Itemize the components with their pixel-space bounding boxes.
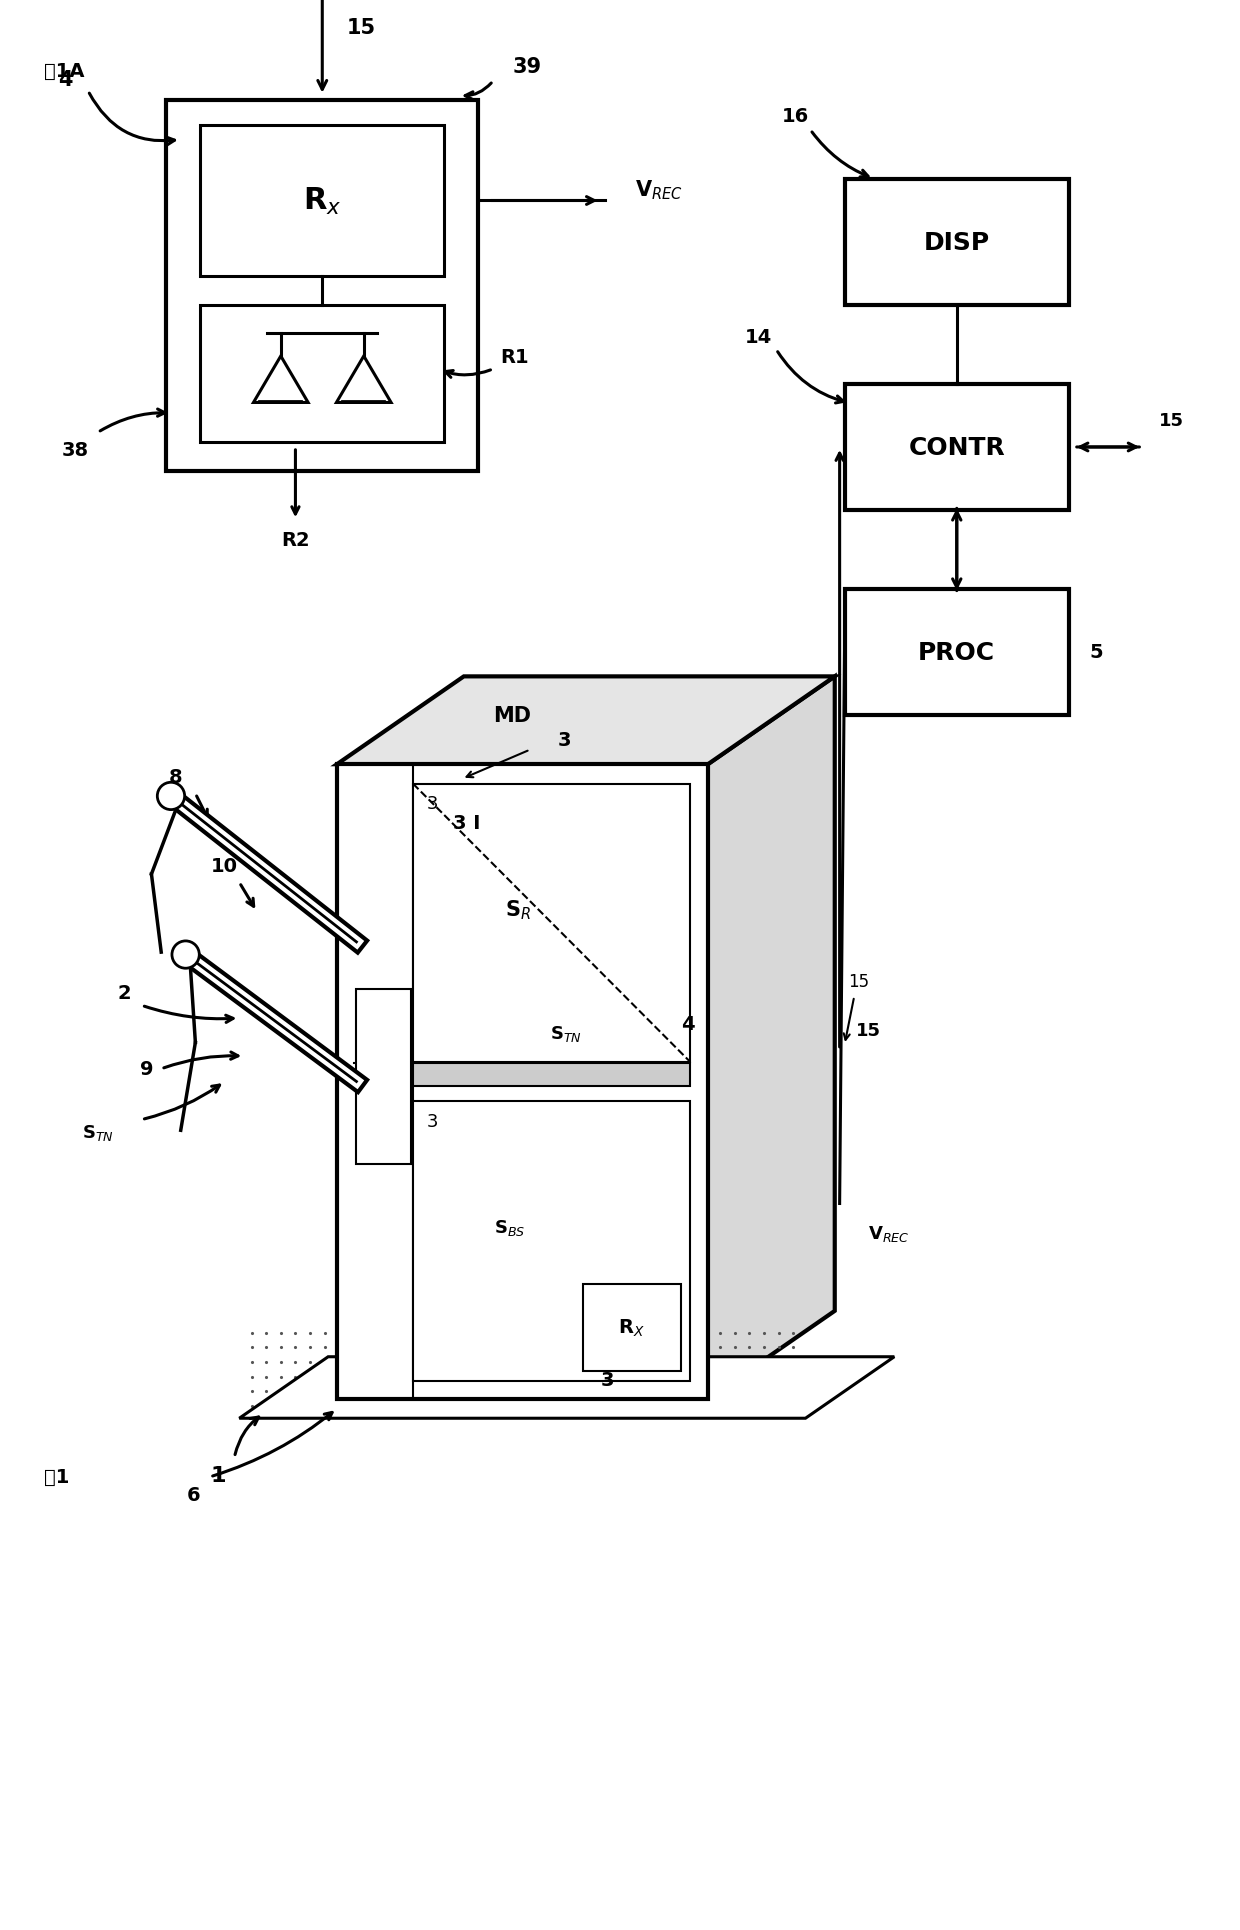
Bar	[413, 1063, 691, 1087]
Bar	[844, 384, 1069, 511]
Text: 10: 10	[211, 857, 238, 876]
Bar	[200, 307, 444, 442]
Text: PROC: PROC	[918, 641, 996, 664]
Text: 1: 1	[210, 1465, 226, 1484]
Text: 39: 39	[512, 58, 542, 77]
Text: 15: 15	[347, 17, 376, 39]
Text: 3: 3	[427, 1112, 438, 1129]
Bar	[844, 179, 1069, 307]
Text: S$_{TN}$: S$_{TN}$	[82, 1123, 114, 1143]
Bar	[583, 1283, 681, 1372]
Bar	[413, 784, 691, 1062]
Text: DISP: DISP	[924, 232, 990, 255]
Text: MD: MD	[494, 706, 532, 726]
Text: V$_{REC}$: V$_{REC}$	[868, 1224, 909, 1243]
Text: R2: R2	[281, 531, 310, 550]
Text: 3 I: 3 I	[453, 814, 480, 834]
Text: 38: 38	[62, 442, 89, 459]
Text: 8: 8	[169, 768, 182, 787]
Text: V$_{REC}$: V$_{REC}$	[635, 178, 683, 201]
Bar	[337, 764, 708, 1399]
Text: 15: 15	[857, 1021, 882, 1040]
Text: 15: 15	[1159, 411, 1184, 428]
Text: 14: 14	[745, 328, 773, 347]
Text: 3: 3	[600, 1370, 614, 1390]
Text: 図1: 図1	[45, 1467, 69, 1486]
Circle shape	[157, 784, 185, 811]
Text: 15: 15	[848, 973, 869, 990]
Text: 3: 3	[558, 731, 572, 751]
Text: S$_{TN}$: S$_{TN}$	[549, 1023, 582, 1042]
Text: R1: R1	[500, 347, 529, 367]
Polygon shape	[708, 677, 835, 1399]
Text: 3: 3	[427, 795, 438, 813]
Bar	[166, 102, 479, 473]
Bar	[413, 1102, 691, 1382]
Text: 5: 5	[1090, 643, 1104, 662]
Text: S$_{BS}$: S$_{BS}$	[495, 1218, 526, 1237]
Text: 図1A: 図1A	[45, 62, 84, 81]
Polygon shape	[239, 1357, 894, 1419]
Text: CONTR: CONTR	[909, 436, 1006, 459]
Bar	[356, 990, 412, 1166]
Polygon shape	[337, 677, 835, 764]
Text: R$_X$: R$_X$	[619, 1316, 645, 1337]
Circle shape	[172, 942, 200, 969]
Bar	[844, 589, 1069, 716]
Text: 4: 4	[682, 1015, 696, 1034]
Bar	[200, 125, 444, 278]
Text: 4: 4	[58, 69, 73, 91]
Text: 6: 6	[186, 1484, 200, 1503]
Text: 9: 9	[140, 1060, 154, 1079]
Text: 2: 2	[118, 984, 131, 1002]
Text: S$_R$: S$_R$	[506, 897, 532, 921]
Text: R$_x$: R$_x$	[303, 185, 341, 216]
Text: 16: 16	[782, 106, 810, 125]
